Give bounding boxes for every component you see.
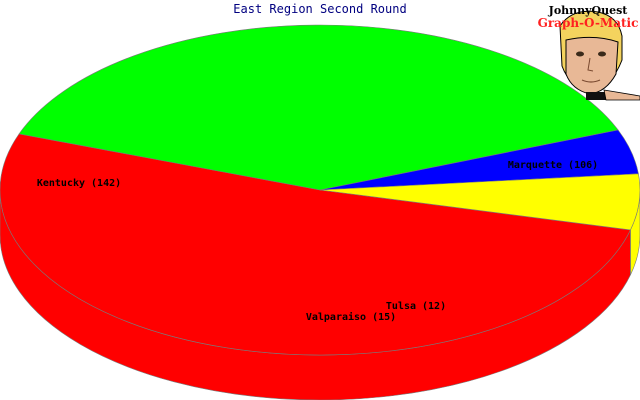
logo-line-2: Graph-O-Matic (538, 16, 639, 30)
pie-slices (0, 24, 640, 400)
slice-labels: Kentucky (142) Marquette (106) Tulsa (12)V… (37, 160, 598, 323)
pie-slice-valparaiso (319, 173, 640, 231)
johnny-quest-face-icon (559, 10, 640, 101)
graph-o-matic-logo: JohnnyQuest Graph-O-Matic (538, 4, 640, 101)
chart-title: East Region Second Round (233, 2, 406, 16)
logo-line-1: JohnnyQuest (548, 4, 629, 17)
slice-label-kentucky: Kentucky (142) (37, 178, 121, 189)
slice-label-valparaiso: Valparaiso (15) (306, 311, 396, 323)
slice-label-marquette: Marquette (106) (508, 160, 598, 171)
slice-label-tulsa: Tulsa (12) (386, 301, 446, 312)
pie-slice-kentucky (0, 133, 631, 356)
pie-slice-marquette (18, 24, 619, 191)
